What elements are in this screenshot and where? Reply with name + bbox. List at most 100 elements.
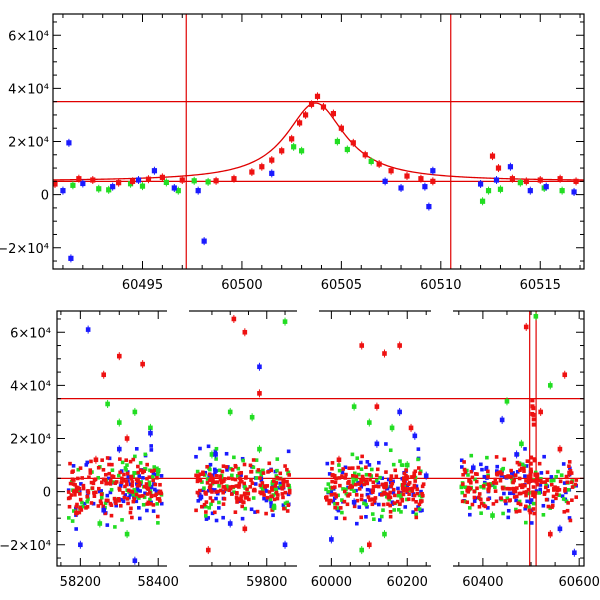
data-point-red: [330, 467, 334, 471]
data-point-red: [343, 476, 347, 480]
data-point-red: [516, 461, 520, 465]
data-point-green: [204, 514, 208, 518]
data-point-green: [70, 183, 75, 188]
data-point-red: [231, 485, 235, 489]
data-point-blue: [74, 527, 78, 531]
data-point-red: [235, 491, 239, 495]
data-point-red: [143, 485, 147, 489]
data-point-blue: [287, 450, 291, 454]
plot-frame: [57, 311, 584, 566]
data-point-red: [92, 491, 96, 495]
data-point-blue: [214, 497, 218, 501]
data-point-red: [340, 474, 344, 478]
data-point-red: [130, 516, 134, 520]
data-point-red: [368, 478, 372, 482]
data-point-red: [525, 490, 529, 494]
data-point-red: [120, 480, 124, 484]
data-point-blue: [214, 469, 218, 473]
data-point-red: [237, 472, 241, 476]
data-point-red: [545, 478, 549, 482]
data-point-red: [375, 404, 380, 409]
data-point-green: [524, 521, 528, 525]
data-point-red: [261, 481, 265, 485]
axis-ticks: [53, 14, 584, 269]
data-point-green: [105, 402, 110, 407]
data-point-red: [156, 515, 160, 519]
data-point-red: [82, 484, 86, 488]
data-point-blue: [269, 171, 274, 176]
data-point-red: [71, 477, 75, 481]
data-point-red: [297, 120, 302, 125]
data-point-blue: [514, 452, 519, 457]
data-point-red: [262, 471, 266, 475]
data-point-red: [283, 464, 287, 468]
data-point-blue: [530, 521, 534, 525]
data-point-red: [538, 462, 542, 466]
data-point-red: [131, 480, 135, 484]
data-point-green: [324, 487, 328, 491]
data-point-red: [512, 487, 516, 491]
data-point-red: [267, 462, 271, 466]
data-point-green: [414, 512, 418, 516]
data-point-blue: [152, 168, 157, 173]
data-point-red: [393, 468, 397, 472]
data-point-green: [468, 506, 472, 510]
data-point-red: [529, 456, 533, 460]
data-point-red: [204, 510, 208, 514]
data-point-red: [486, 475, 490, 479]
data-point-red: [321, 104, 326, 109]
data-point-red: [524, 505, 528, 509]
data-point-red: [148, 491, 152, 495]
data-point-red: [68, 505, 72, 509]
data-point-red: [136, 478, 140, 482]
data-point-red: [529, 462, 533, 466]
data-point-green: [479, 511, 483, 515]
data-point-red: [492, 481, 496, 485]
data-point-red: [361, 475, 365, 479]
data-point-red: [566, 501, 570, 505]
data-point-green: [371, 512, 375, 516]
data-point-red: [520, 467, 524, 471]
data-point-blue: [396, 487, 400, 491]
data-point-red: [552, 495, 556, 499]
data-point-blue: [352, 500, 357, 505]
y-tick-label: 2×10⁴: [10, 433, 51, 448]
data-point-green: [215, 447, 219, 451]
data-point-red: [473, 496, 477, 500]
x-tick-label: 58200: [60, 575, 101, 590]
data-point-red: [328, 499, 332, 503]
data-point-blue: [480, 468, 484, 472]
data-point-red: [493, 478, 497, 482]
data-point-red: [101, 372, 106, 377]
data-point-red: [333, 506, 337, 510]
data-point-green: [156, 521, 160, 525]
data-point-blue: [426, 204, 431, 209]
data-point-green: [272, 505, 277, 510]
data-point-red: [110, 503, 114, 507]
data-point-red: [324, 496, 328, 500]
data-point-red: [240, 505, 244, 509]
data-point-red: [140, 362, 145, 367]
data-point-red: [249, 169, 254, 174]
data-point-red: [538, 177, 543, 182]
data-point-red: [309, 102, 314, 107]
data-point-green: [560, 188, 565, 193]
data-point-green: [562, 497, 566, 501]
data-point-red: [130, 484, 134, 488]
data-point-red: [251, 481, 255, 485]
data-point-red: [117, 497, 121, 501]
data-point-green: [389, 448, 393, 452]
data-point-red: [546, 489, 550, 493]
data-point-red: [132, 497, 136, 501]
data-point-red: [158, 497, 162, 501]
data-point-green: [340, 511, 344, 515]
data-point-red: [414, 469, 418, 473]
data-point-red: [494, 489, 498, 493]
fit-curve-segment: [451, 176, 584, 180]
data-point-red: [126, 497, 130, 501]
data-point-red: [501, 486, 505, 490]
axis-break-marks: [167, 309, 453, 568]
data-point-red: [343, 500, 347, 504]
data-point-green: [542, 513, 546, 517]
data-point-red: [91, 486, 95, 490]
